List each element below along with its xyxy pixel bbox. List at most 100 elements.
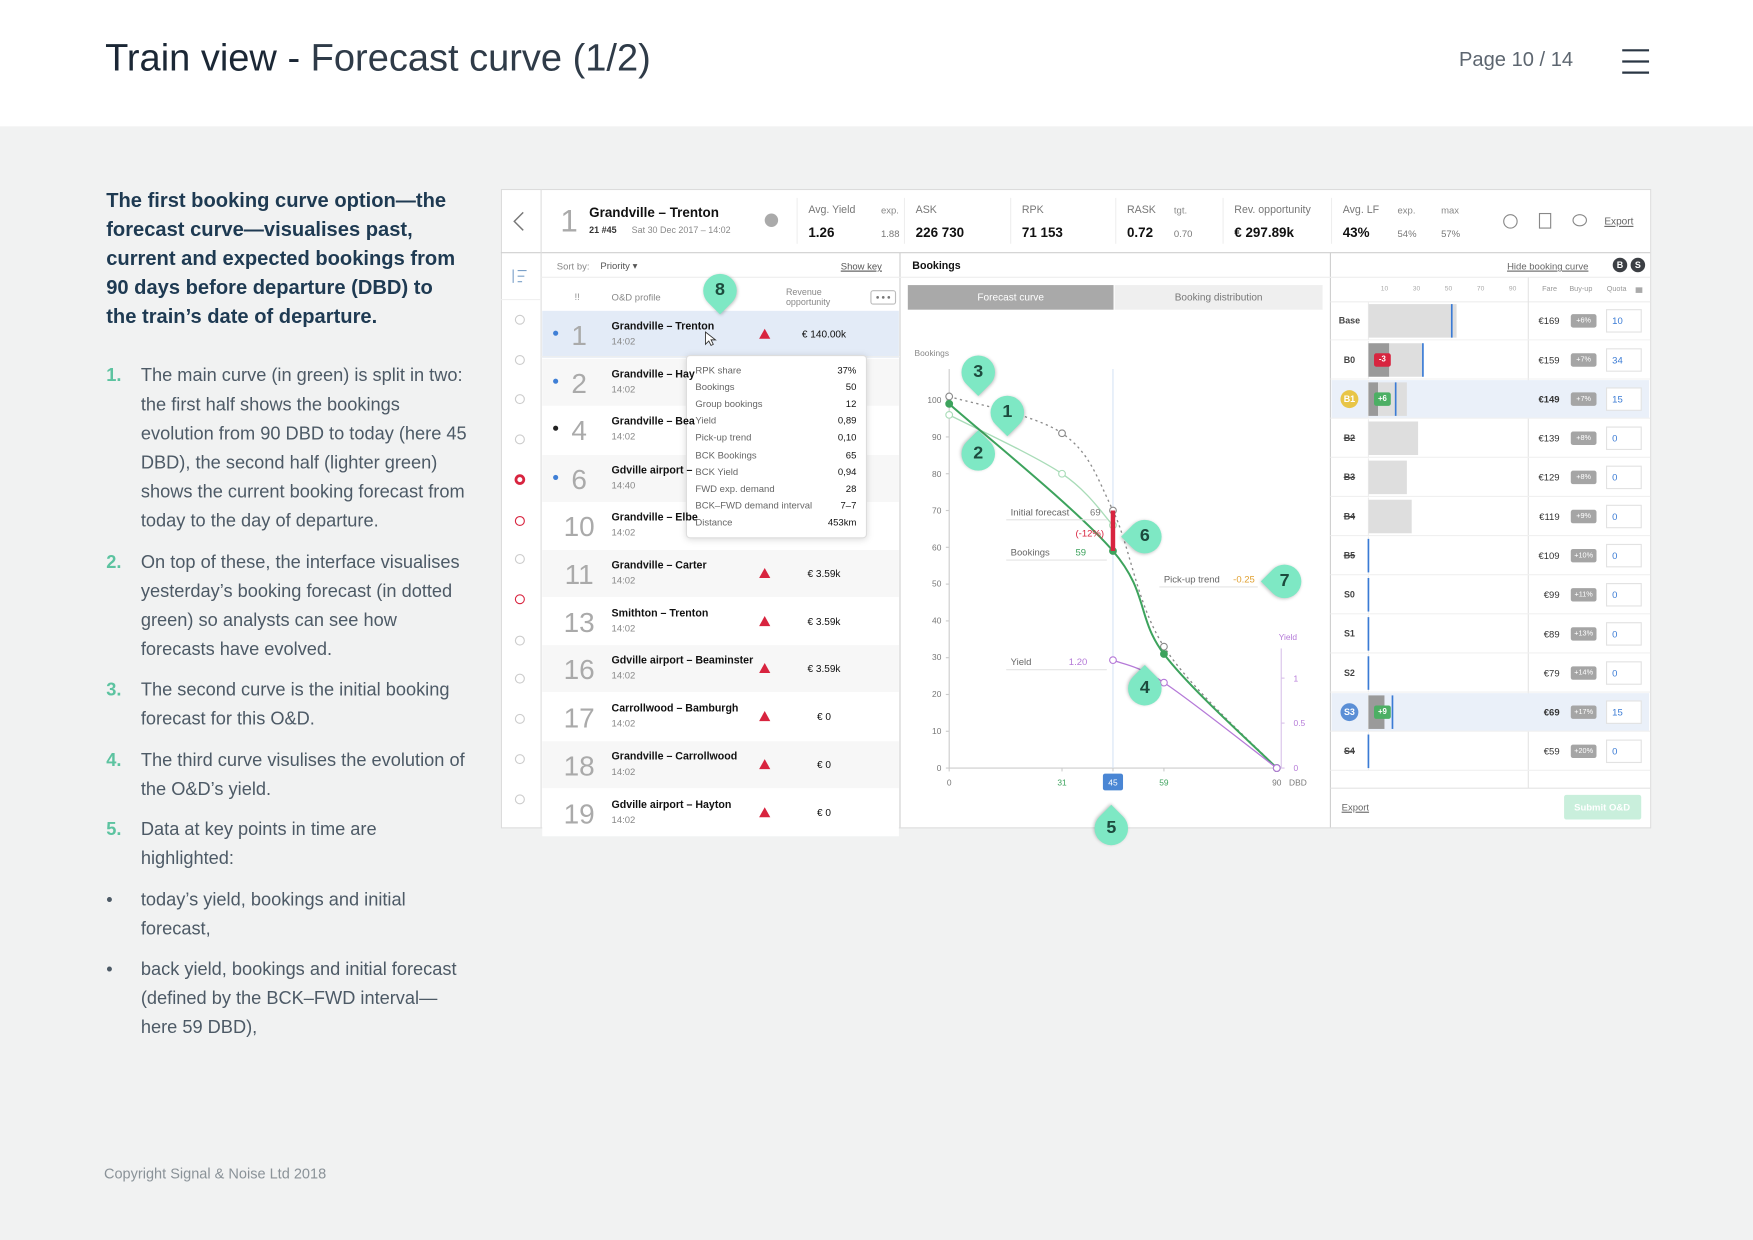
- quota-value[interactable]: 0: [1612, 432, 1618, 444]
- fare-price: €139: [1538, 432, 1560, 444]
- quota-value[interactable]: 0: [1612, 745, 1618, 757]
- more-dot: [887, 296, 891, 299]
- od-row[interactable]: [542, 598, 899, 646]
- title-main: Train view -: [105, 36, 301, 80]
- quota-box[interactable]: [1606, 543, 1642, 568]
- note-marker: 3.: [106, 679, 122, 700]
- info-icon[interactable]: [764, 213, 779, 227]
- od-row[interactable]: [542, 550, 899, 598]
- fare-price: €129: [1538, 471, 1560, 483]
- quota-value[interactable]: 0: [1612, 550, 1618, 562]
- submit-button[interactable]: [1564, 794, 1642, 820]
- quota-box[interactable]: [1606, 348, 1642, 372]
- annotation-value: 59: [1075, 546, 1087, 558]
- note-marker: 1.: [106, 365, 122, 386]
- quota-box[interactable]: [1606, 309, 1642, 333]
- od-name: Carrollwood – Bamburgh: [611, 702, 739, 715]
- badge[interactable]: [1630, 257, 1646, 273]
- buyup-label: +7%: [1576, 356, 1592, 364]
- od-name: Smithton – Trenton: [611, 607, 709, 620]
- od-rank: 10: [563, 511, 595, 543]
- tab[interactable]: [1114, 285, 1323, 310]
- quota-value[interactable]: 0: [1612, 510, 1618, 523]
- train-date: Sat 30 Dec 2017 – 14:02: [631, 225, 731, 236]
- quota-value[interactable]: 15: [1612, 706, 1623, 718]
- od-row[interactable]: [542, 693, 899, 741]
- kpi-value: 226 730: [915, 224, 965, 241]
- quota-box[interactable]: [1606, 387, 1642, 411]
- tooltip-value: 37%: [837, 364, 857, 376]
- od-name: Grandville – Trenton: [611, 320, 715, 333]
- series-point: [1272, 764, 1281, 772]
- annotation-label: Bookings: [1010, 546, 1050, 558]
- kpi-label: Rev. opportunity: [1234, 204, 1311, 217]
- od-name: Grandville – Carter: [611, 559, 707, 572]
- quota-value[interactable]: 34: [1612, 354, 1623, 366]
- quota-value[interactable]: 0: [1612, 667, 1618, 679]
- od-row[interactable]: [542, 741, 899, 789]
- note-text: The third curve visulises the evolution …: [140, 749, 465, 799]
- quota-box[interactable]: [1606, 661, 1642, 685]
- quota-box[interactable]: [1606, 583, 1642, 607]
- quota-value[interactable]: 15: [1612, 393, 1623, 405]
- od-name: Grandville – Hay: [611, 368, 695, 381]
- quota-value[interactable]: 0: [1612, 471, 1618, 483]
- od-revenue: € 140.00k: [801, 328, 847, 340]
- kpi-label: Avg. LF: [1342, 204, 1380, 217]
- buyup-label: +7%: [1576, 395, 1592, 404]
- tab-label[interactable]: Booking distribution: [1174, 291, 1263, 303]
- bar-forecast: [1368, 304, 1457, 338]
- panel-title: Bookings: [912, 259, 961, 273]
- quota-box[interactable]: [1606, 504, 1642, 529]
- series-line: [1112, 659, 1278, 769]
- comment-icon[interactable]: [1572, 214, 1588, 227]
- hide-curve[interactable]: Hide booking curve: [1507, 260, 1589, 272]
- submit-label[interactable]: Submit O&D: [1574, 801, 1631, 813]
- tab-label[interactable]: Forecast curve: [977, 291, 1044, 303]
- page-number: Page 10 / 14: [1458, 48, 1574, 71]
- rail-status: [514, 434, 525, 445]
- buyup-badge: [1570, 509, 1597, 524]
- quota-box[interactable]: [1606, 739, 1642, 764]
- quota-value[interactable]: 0: [1612, 589, 1618, 601]
- warning-icon: [759, 807, 771, 818]
- quota-box[interactable]: [1606, 465, 1642, 490]
- tab-active[interactable]: [907, 285, 1114, 310]
- quota-value[interactable]: 10: [1612, 315, 1623, 327]
- quota-box[interactable]: [1606, 426, 1642, 450]
- tooltip-label: RPK share: [695, 364, 742, 376]
- od-time: 14:02: [611, 622, 636, 634]
- kpi-extra-label: tgt.: [1173, 204, 1188, 216]
- tooltip-value: 0,10: [837, 431, 857, 444]
- annotation-value: 69: [1090, 506, 1101, 518]
- export-link[interactable]: Export: [1604, 215, 1634, 227]
- calculator-icon[interactable]: [1538, 212, 1552, 229]
- series-point: [1160, 642, 1168, 651]
- callout-number: 7: [1279, 571, 1290, 591]
- y-tick-label: 30: [932, 652, 942, 663]
- menu-icon[interactable]: [1621, 48, 1650, 75]
- quota-value[interactable]: 0: [1612, 628, 1618, 640]
- od-row[interactable]: [542, 645, 899, 693]
- od-row[interactable]: [542, 310, 899, 358]
- od-row[interactable]: [542, 789, 899, 837]
- fare-price: €99: [1543, 589, 1560, 601]
- back-arrow[interactable]: [513, 211, 524, 231]
- badge[interactable]: [1612, 257, 1628, 273]
- quota-box[interactable]: [1606, 700, 1642, 724]
- x-tick-label: 59: [1159, 777, 1169, 788]
- sort-value[interactable]: Priority ▾: [600, 259, 638, 272]
- od-time: 14:02: [611, 669, 636, 681]
- quota-box[interactable]: [1606, 622, 1642, 646]
- fares-export[interactable]: Export: [1341, 801, 1370, 813]
- cursor-icon: [705, 331, 717, 347]
- refresh-icon[interactable]: [1503, 214, 1518, 229]
- note-marker: 2.: [106, 551, 122, 572]
- show-key[interactable]: Show key: [840, 260, 882, 272]
- od-revenue: € 3.59k: [807, 662, 841, 675]
- tooltip-label: Pick-up trend: [695, 431, 752, 444]
- header-band: [0, 0, 1753, 127]
- kpi-value: 0.72: [1126, 224, 1154, 241]
